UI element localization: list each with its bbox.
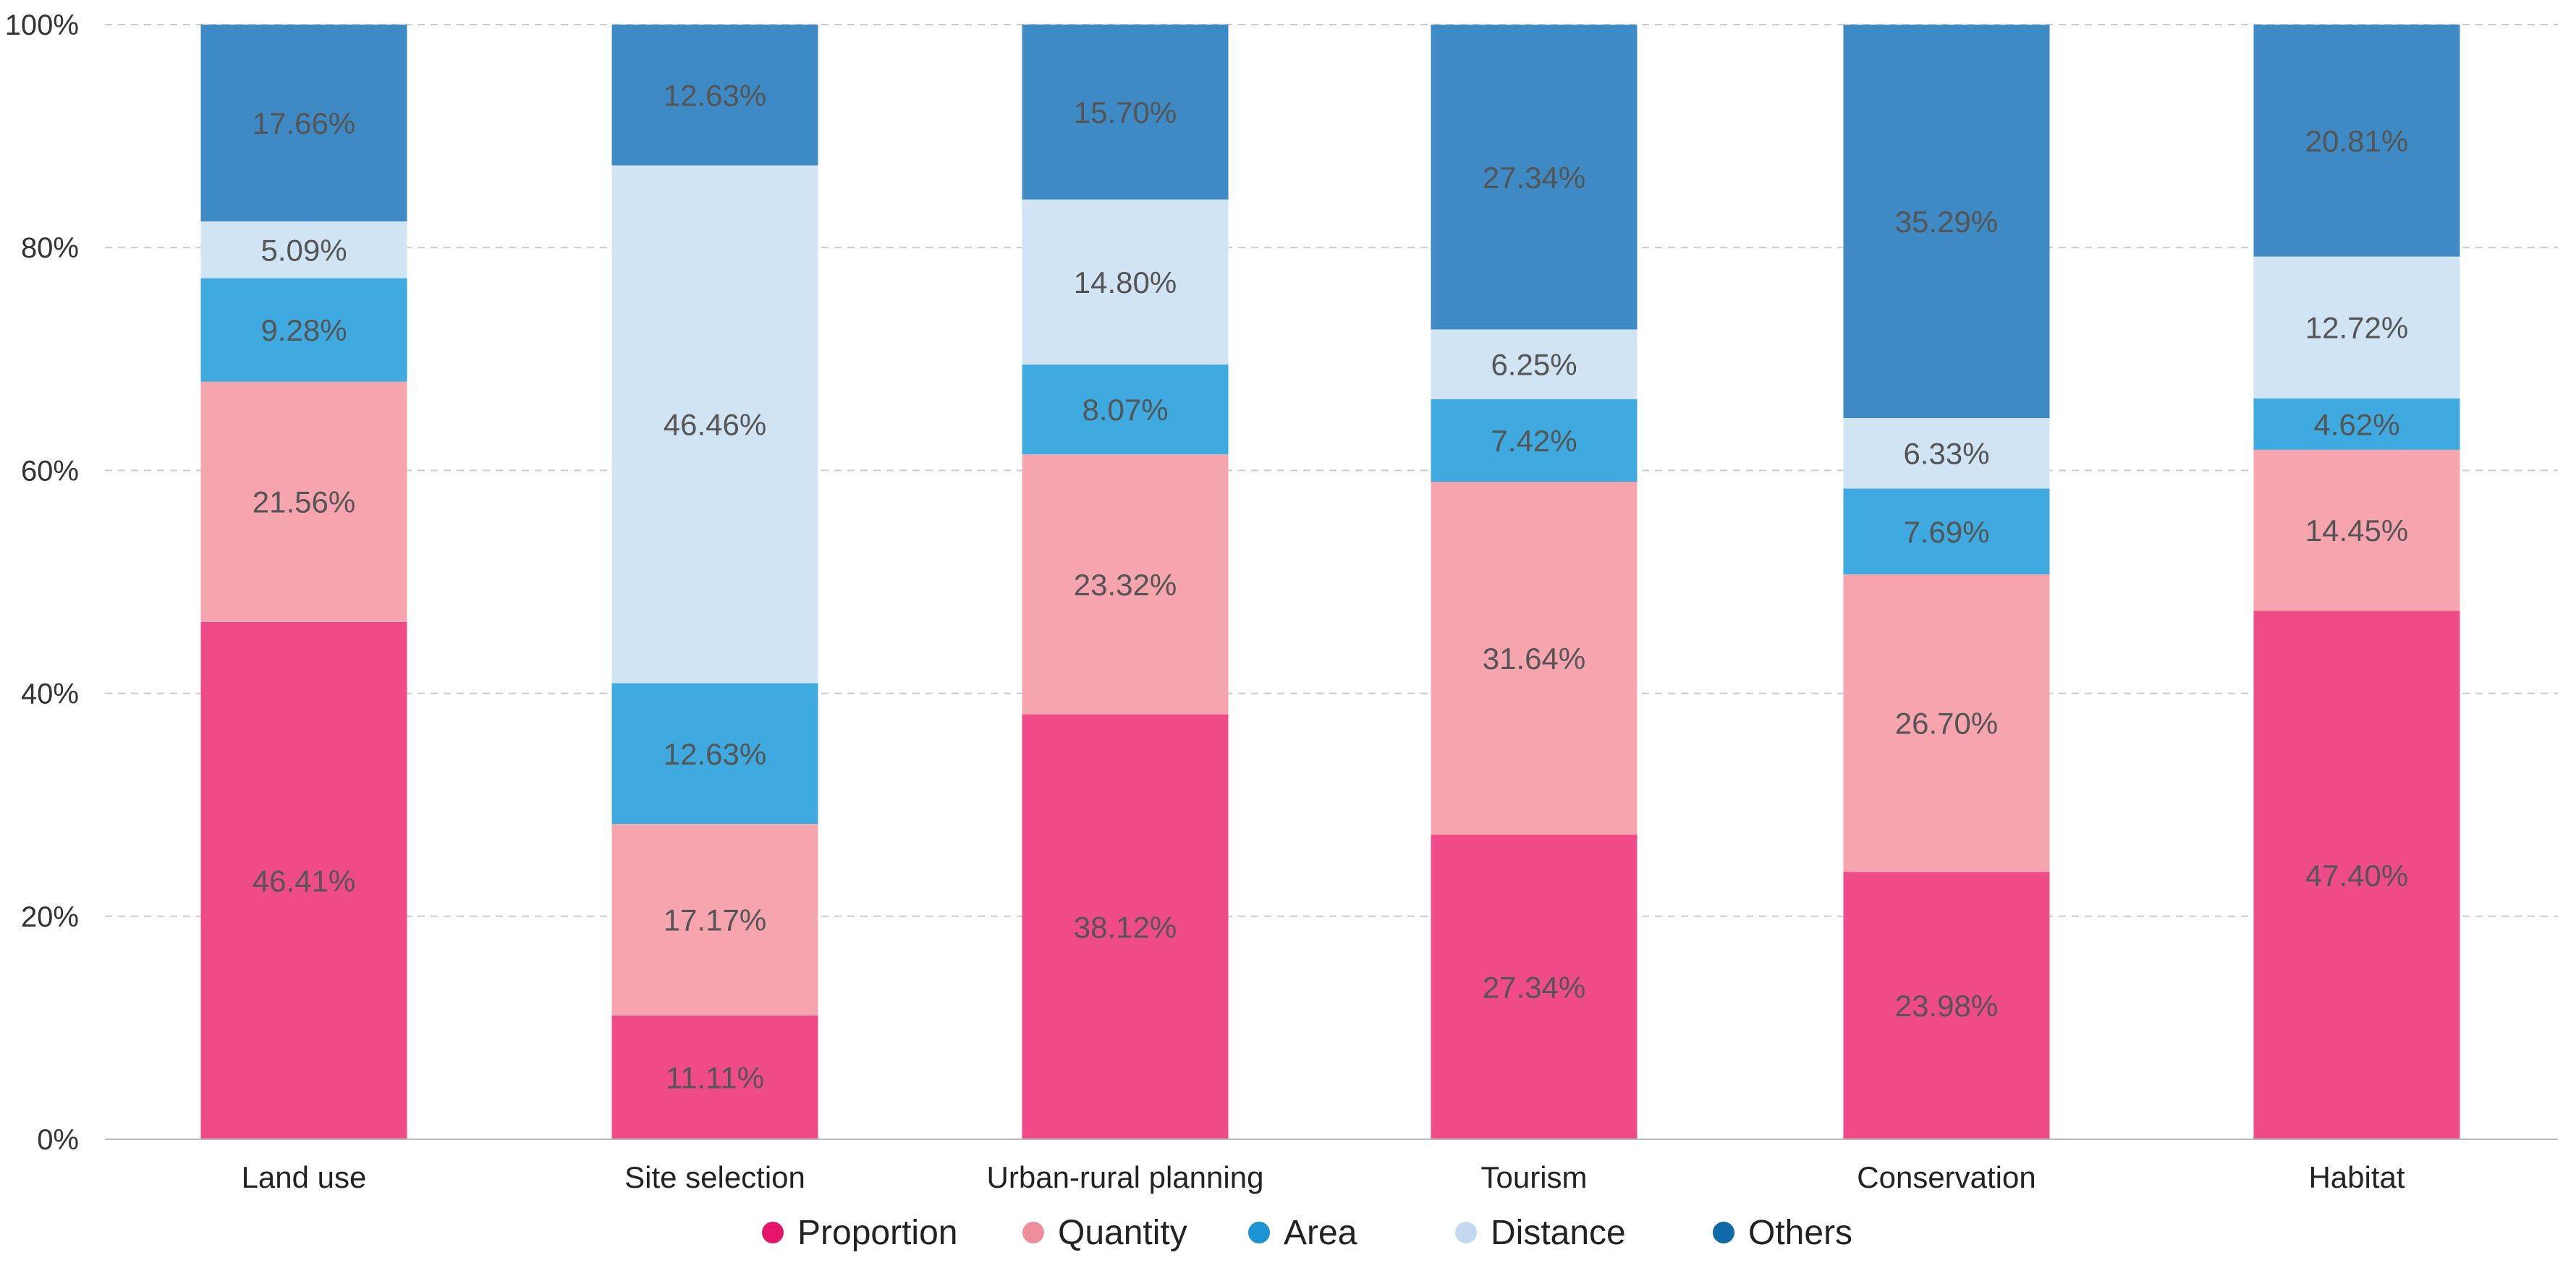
data-label: 17.17% [664,903,766,937]
data-label: 46.46% [664,408,766,442]
bar-segment-distance [200,221,407,278]
bars [200,24,2460,1139]
bar-segment-distance [611,165,818,684]
bar-segment-area [2253,398,2460,450]
data-label: 38.12% [1074,910,1177,944]
legend-item-distance: Distance [1455,1214,1626,1252]
bar-segment-quantity [200,381,407,622]
legend-swatch [1713,1222,1734,1243]
bar-segment-area [611,683,818,825]
data-label: 17.66% [253,106,355,140]
bar-segment-distance [1431,329,1637,399]
bar-segment-others [200,25,407,222]
data-label: 23.32% [1074,568,1177,602]
legend-label: Area [1284,1214,1357,1252]
legend-item-area: Area [1248,1214,1357,1252]
value-labels: 46.41% 21.56% 9.28% 5.09% 17.66% 11.11% 17.17%… [253,78,2408,1094]
legend-swatch [762,1222,784,1243]
y-tick-label: 80% [21,232,79,264]
x-tick-label: Habitat [2308,1160,2405,1194]
data-label: 4.62% [2313,407,2399,441]
bar-segment-distance [1843,417,2050,489]
bar-segment-area [1431,399,1637,482]
y-tick-label: 20% [21,901,79,933]
bar-segment-others [2253,25,2460,257]
x-axis-category-labels: Land use Site selection Urban-rural planni… [242,1160,2405,1194]
bar-segment-distance [1022,199,1229,365]
legend: Proportion Quantity Area Distance Others [762,1214,1852,1252]
y-tick-label: 40% [21,678,79,710]
bar-segment-quantity [2253,449,2460,611]
legend-label: Distance [1491,1214,1626,1252]
x-tick-label: Site selection [624,1160,805,1194]
data-label: 6.33% [1903,437,1989,471]
data-label: 20.81% [2305,124,2408,158]
bar-segment-others [1022,24,1229,200]
y-axis-ticks: 0% 20% 40% 60% 80% 100% [5,9,79,1156]
data-label: 27.34% [1483,970,1585,1004]
data-label: 35.29% [1895,205,1998,239]
data-label: 7.42% [1491,424,1577,458]
bar-segment-others [1431,25,1637,330]
data-label: 15.70% [1074,95,1177,129]
data-label: 26.70% [1895,707,1998,741]
legend-item-quantity: Quantity [1022,1214,1187,1252]
bar-segment-quantity [1431,482,1637,835]
legend-label: Quantity [1058,1214,1187,1252]
x-tick-label: Conservation [1857,1160,2035,1194]
legend-swatch [1022,1222,1044,1243]
x-tick-label: Urban-rural planning [987,1160,1264,1194]
grid-lines [105,24,2558,917]
bar-segment-others [611,25,818,166]
y-tick-label: 60% [21,455,79,487]
data-label: 8.07% [1082,393,1168,427]
bar-segment-proportion [2253,610,2460,1139]
data-label: 14.80% [1074,265,1177,299]
data-label: 31.64% [1483,642,1585,676]
data-label: 6.25% [1491,348,1577,382]
x-tick-label: Land use [242,1160,367,1194]
legend-swatch [1455,1222,1477,1243]
legend-label: Proportion [797,1214,957,1252]
data-label: 46.41% [253,864,355,898]
bar-segment-distance [2253,256,2460,399]
bar-segment-area [200,278,407,382]
legend-item-others: Others [1713,1214,1852,1252]
data-label: 47.40% [2305,859,2408,893]
data-label: 9.28% [260,313,347,347]
bar-segment-proportion [1022,714,1229,1139]
data-label: 27.34% [1483,161,1585,195]
bar-segment-area [1022,364,1229,455]
data-label: 7.69% [1903,515,1989,549]
bar-segment-area [1843,488,2050,575]
bar-segment-quantity [1843,574,2050,872]
bar-segment-quantity [611,824,818,1016]
data-label: 23.98% [1895,989,1998,1023]
data-label: 14.45% [2305,514,2408,548]
data-label: 11.11% [666,1060,764,1094]
legend-item-proportion: Proportion [762,1214,957,1252]
bar-segment-proportion [200,621,407,1139]
x-tick-label: Tourism [1480,1160,1587,1194]
legend-label: Others [1748,1214,1852,1252]
y-tick-label: 100% [5,9,79,41]
bar-segment-quantity [1022,454,1229,715]
bar-segment-proportion [1843,872,2050,1139]
data-label: 12.72% [2305,311,2408,345]
data-label: 21.56% [253,485,355,519]
bar-segment-proportion [1431,834,1637,1139]
bar-segment-proportion [611,1015,818,1139]
data-label: 12.63% [664,737,766,771]
data-label: 5.09% [260,233,347,267]
legend-swatch [1248,1222,1270,1243]
y-tick-label: 0% [37,1124,79,1156]
bar-segment-others [1843,25,2050,418]
data-label: 12.63% [664,78,766,112]
